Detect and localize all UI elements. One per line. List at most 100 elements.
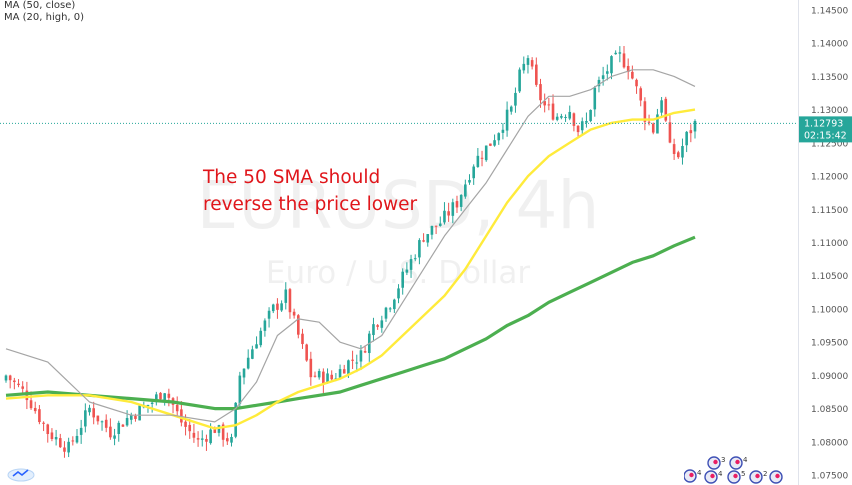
candle [626, 58, 630, 80]
event-count-label: 4 [743, 456, 748, 464]
candle-body [568, 111, 572, 119]
candle [284, 282, 288, 310]
candle-body [234, 402, 237, 437]
candle [46, 423, 50, 443]
candle-body [188, 424, 192, 432]
candle [196, 431, 200, 447]
candle-body [280, 303, 283, 311]
candle [21, 381, 25, 394]
candle [271, 303, 275, 314]
economic-event-icon[interactable]: 2 [749, 470, 767, 484]
price-tick-label: 1.14000 [811, 40, 848, 50]
candle [230, 433, 233, 447]
candle-body [100, 421, 104, 423]
candle [576, 125, 580, 138]
candle-body [309, 358, 313, 378]
candle-body [79, 427, 83, 435]
candle-body [75, 435, 79, 443]
candle [664, 96, 668, 122]
candle-body [263, 320, 267, 331]
candle-body [159, 392, 162, 400]
candle-body [535, 64, 538, 85]
candle-body [472, 166, 475, 179]
candle [514, 87, 517, 113]
candle-body [409, 259, 413, 270]
candle-body [150, 402, 154, 404]
candle-body [88, 407, 91, 413]
price-tick-label: 1.11500 [811, 206, 848, 216]
legend-ma20[interactable]: MA (20, high, 0) [4, 12, 85, 23]
candle-body [451, 202, 455, 216]
candle [251, 345, 254, 360]
candle [426, 234, 430, 247]
candle-body [626, 65, 630, 73]
economic-event-icon[interactable]: 4 [704, 470, 723, 484]
price-tick-label: 1.11000 [811, 239, 848, 249]
candle [167, 388, 171, 407]
candle [246, 349, 250, 370]
candle-body [292, 311, 296, 316]
candle-body [71, 440, 75, 442]
tradingview-logo-icon[interactable] [6, 464, 36, 482]
candle-body [196, 438, 200, 440]
candle [660, 97, 663, 117]
candle [643, 97, 647, 131]
economic-event-icon[interactable]: 5 [727, 470, 745, 484]
candle [367, 330, 371, 362]
economic-event-icon[interactable]: 4 [729, 456, 748, 470]
candle-body [397, 288, 400, 299]
candle [355, 354, 359, 373]
candle-body [84, 410, 87, 427]
candle [422, 233, 425, 243]
ma50-line [5, 108, 696, 430]
candle-body [33, 407, 37, 412]
annotation-line-2: reverse the price lower [203, 194, 418, 215]
economic-event-icon[interactable]: 4 [684, 469, 702, 483]
candle [530, 57, 534, 70]
candle [572, 112, 576, 132]
candle-body [597, 79, 601, 87]
economic-event-icon[interactable]: 3 [707, 456, 725, 470]
candle [280, 300, 283, 312]
candle [497, 132, 501, 145]
candle [501, 123, 505, 140]
candle-body [121, 424, 125, 427]
candle-body [305, 344, 308, 361]
legend-ma50[interactable]: MA (50, close) [4, 0, 76, 11]
chart-annotation: The 50 SMA should reverse the price lowe… [203, 164, 417, 218]
candle [75, 429, 79, 444]
candle [451, 198, 455, 224]
candle-body [422, 240, 425, 242]
candle-body [347, 360, 350, 376]
price-scale[interactable]: 1.14500 1.14000 1.13500 1.13000 1.12500 1.120… [811, 6, 848, 481]
candle [54, 429, 58, 446]
candle [509, 105, 513, 115]
candle-body [618, 52, 622, 54]
candle-body [418, 240, 421, 258]
price-tick-label: 1.10500 [811, 272, 848, 282]
candle [4, 374, 8, 383]
candle-body [622, 53, 626, 68]
candle-body [413, 258, 417, 260]
candle [88, 404, 91, 416]
price-tick-label: 1.12500 [811, 139, 848, 149]
candle [543, 93, 546, 113]
price-tick-label: 1.08000 [811, 438, 848, 448]
economic-event-icon[interactable] [769, 470, 783, 484]
candle-body [192, 432, 196, 438]
candle-body [647, 121, 651, 123]
candle [610, 55, 613, 80]
candle-body [438, 223, 442, 226]
candle [372, 317, 375, 342]
candle [672, 138, 676, 160]
candle-body [530, 60, 534, 67]
candle [622, 46, 626, 69]
candle [259, 327, 263, 348]
candle [117, 420, 121, 442]
economic-events-bar[interactable]: 3 4 4 4 5 2 [684, 456, 794, 485]
candle-body [363, 351, 367, 353]
candle-body [129, 415, 133, 420]
candle-body [501, 129, 505, 133]
candle [342, 364, 346, 374]
